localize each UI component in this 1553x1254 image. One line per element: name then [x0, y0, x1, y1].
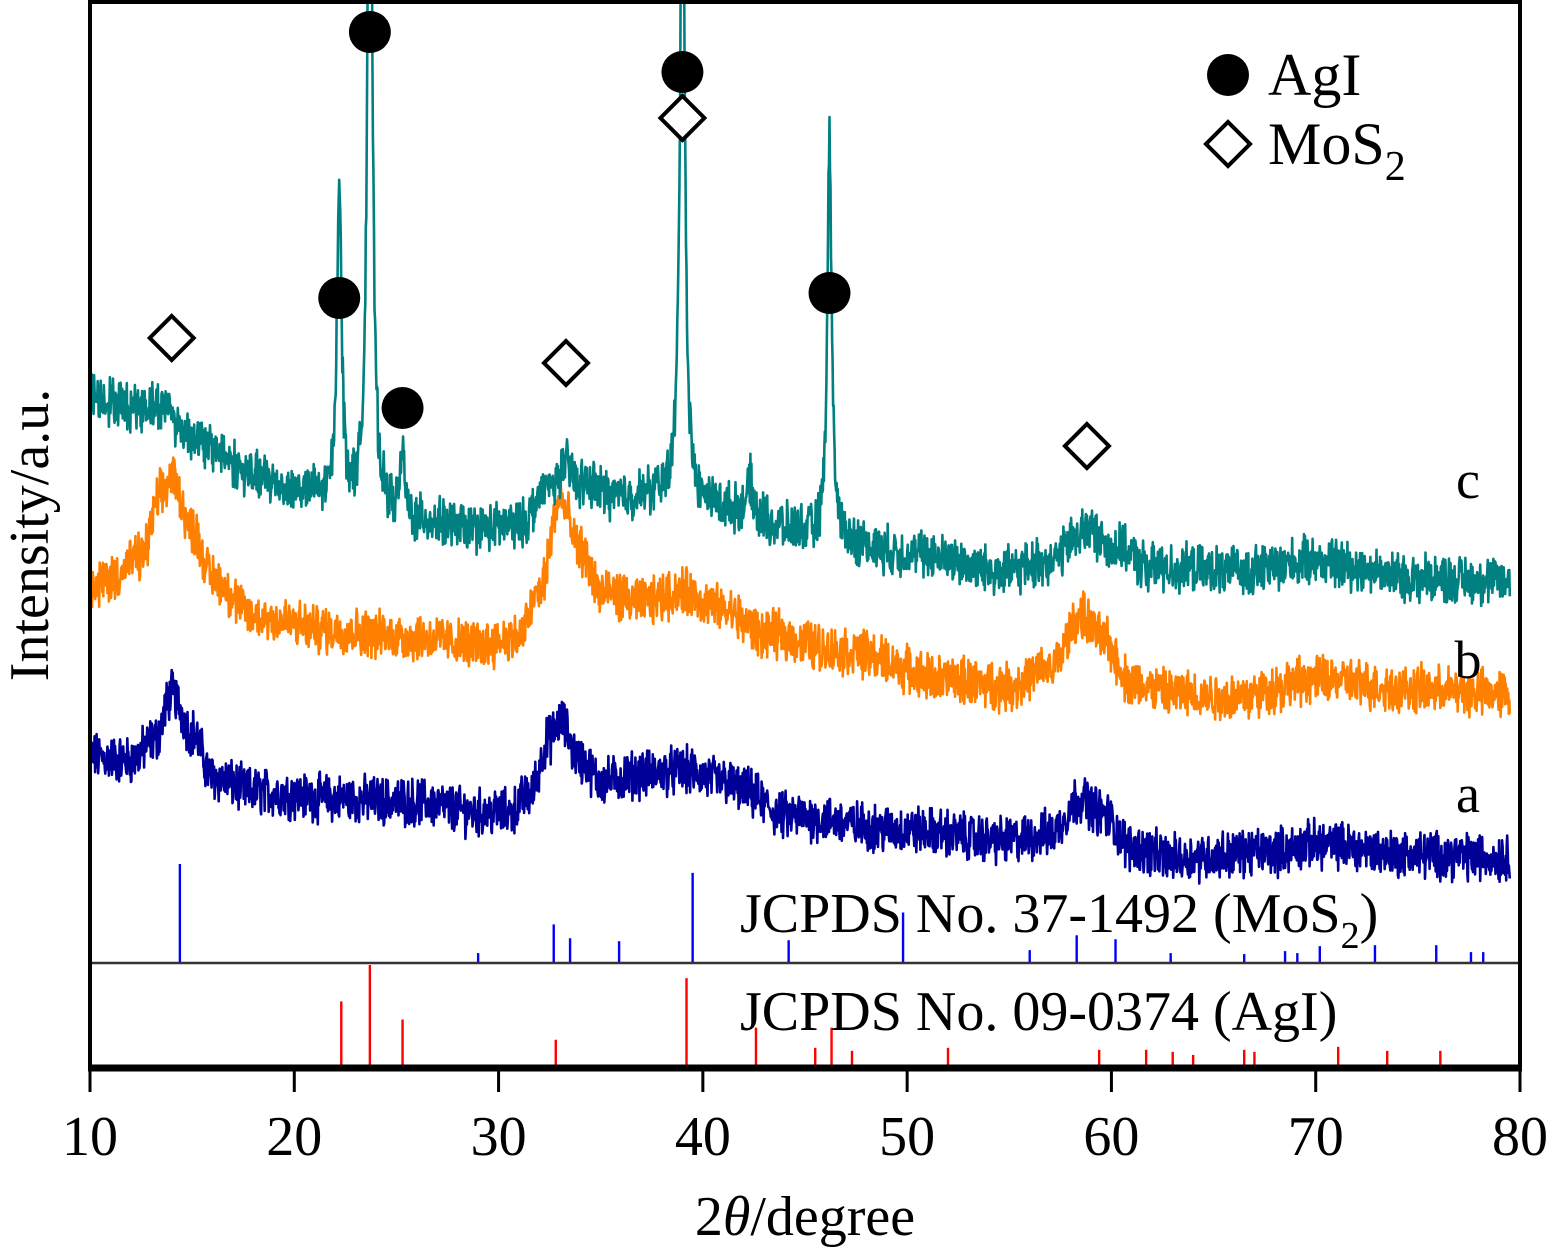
x-tick-label-40: 40: [675, 1106, 731, 1168]
reference-label-mos2: JCPDS No. 37-1492 (MoS2): [740, 883, 1378, 957]
x-tick-label-10: 10: [62, 1106, 118, 1168]
reference-layer: [178, 864, 1485, 1066]
legend-mos2-label-sub: 2: [1385, 144, 1406, 190]
x-tick-label-70: 70: [1288, 1106, 1344, 1168]
series-label-b: b: [1455, 630, 1482, 690]
x-tick-label-60: 60: [1083, 1106, 1139, 1168]
mos2-peak-marker-open-diamond-icon: [657, 93, 708, 143]
series-label-a: a: [1456, 764, 1480, 824]
peak-marker-layer: [146, 11, 1112, 471]
series-layer: [88, 0, 1512, 885]
legend-agi-label: AgI: [1268, 42, 1361, 108]
x-tick-label-50: 50: [879, 1106, 935, 1168]
agi-peak-marker-filled-circle-icon: [661, 51, 704, 93]
agi-peak-marker-filled-circle-icon: [348, 11, 391, 53]
agi-peak-marker-filled-circle-icon: [381, 387, 424, 429]
x-tick-layer: 10 20 30 40 50 60 70 80: [62, 1068, 1548, 1168]
x-tick-label-20: 20: [266, 1106, 322, 1168]
legend-mos2-label-main: MoS: [1268, 111, 1385, 177]
mos2-peak-marker-open-diamond-icon: [146, 313, 197, 363]
reference-label-mos2-main: JCPDS No. 37-1492 (MoS: [740, 883, 1341, 945]
series-a-line: [88, 668, 1512, 885]
legend-agi-marker-filled-circle-icon: [1207, 54, 1249, 96]
reference-label-mos2-sub: 2: [1341, 915, 1360, 957]
agi-peak-marker-filled-circle-icon: [318, 277, 361, 319]
mos2-peak-marker-open-diamond-icon: [1062, 421, 1112, 471]
series-label-c: c: [1456, 450, 1480, 510]
x-tick-label-30: 30: [471, 1106, 527, 1168]
x-axis-title-symbol: θ: [723, 1186, 751, 1248]
x-axis-title-suffix: /degree: [750, 1186, 915, 1248]
legend-mos2-label: MoS2: [1268, 111, 1406, 190]
legend: AgI MoS2: [1203, 42, 1406, 190]
legend-mos2-marker-open-diamond-icon: [1203, 119, 1253, 169]
mos2-peak-marker-open-diamond-icon: [541, 338, 591, 388]
x-tick-label-80: 80: [1492, 1106, 1548, 1168]
x-axis-title: 2θ/degree: [695, 1186, 915, 1248]
x-axis-title-prefix: 2: [695, 1186, 723, 1248]
y-axis-title: Intensity/a.u.: [0, 389, 61, 681]
agi-peak-marker-filled-circle-icon: [808, 272, 851, 314]
reference-label-mos2-end: ): [1360, 883, 1379, 945]
series-b-line: [88, 456, 1512, 722]
series-c-line: [88, 0, 1512, 608]
reference-label-agi: JCPDS No. 09-0374 (AgI): [740, 981, 1337, 1043]
